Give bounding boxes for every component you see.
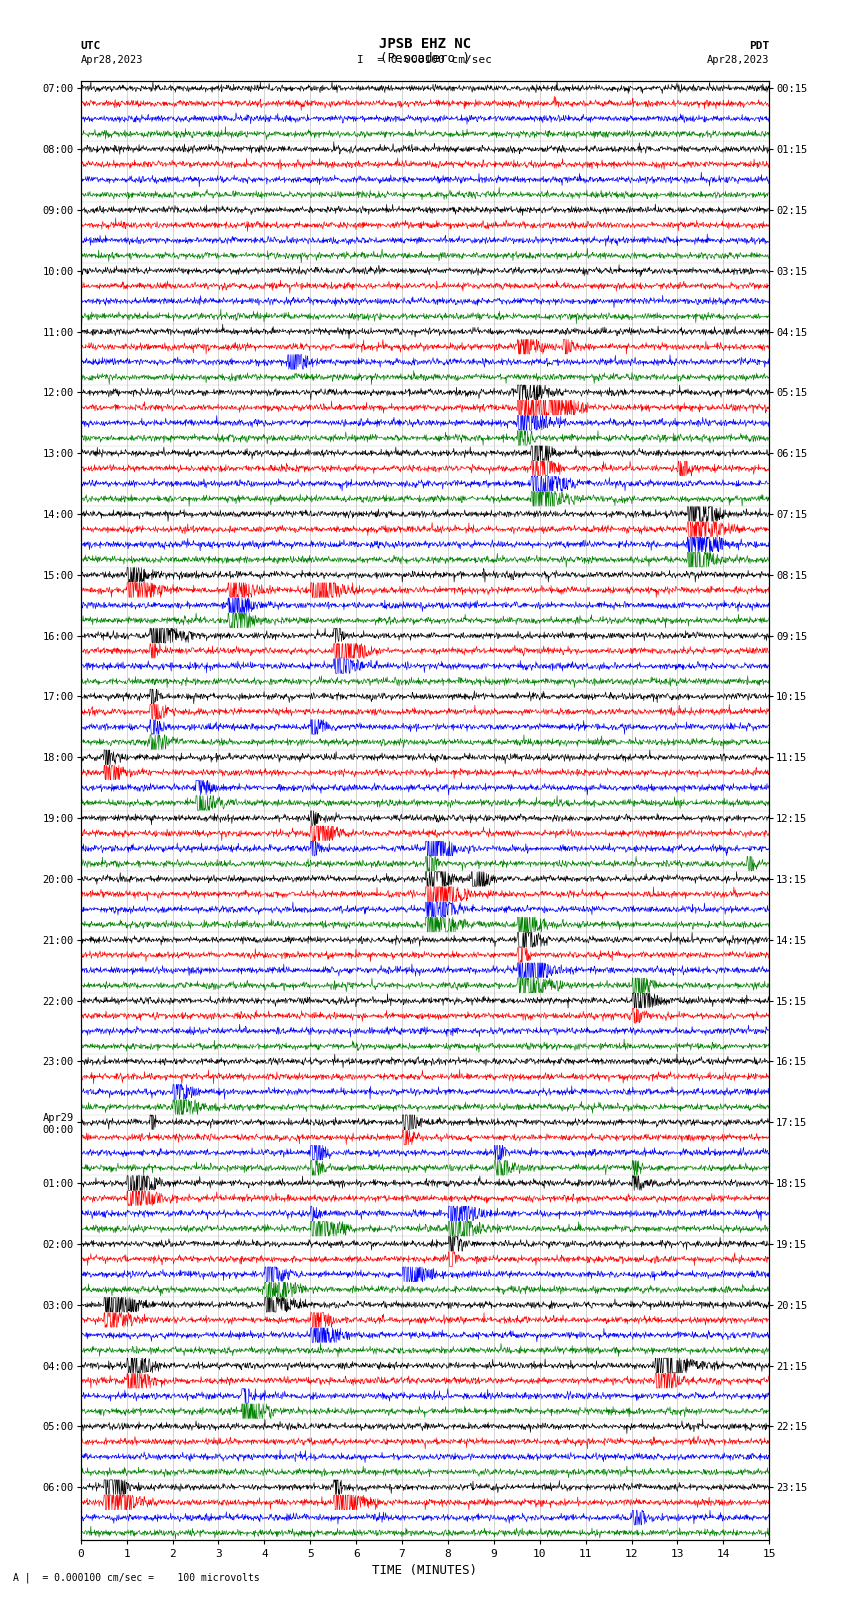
Text: A |  = 0.000100 cm/sec =    100 microvolts: A | = 0.000100 cm/sec = 100 microvolts	[13, 1573, 259, 1582]
Text: Apr28,2023: Apr28,2023	[706, 55, 769, 65]
Text: UTC: UTC	[81, 40, 101, 50]
Text: (Pescadero ): (Pescadero )	[380, 52, 470, 65]
X-axis label: TIME (MINUTES): TIME (MINUTES)	[372, 1563, 478, 1576]
Text: I  = 0.000100 cm/sec: I = 0.000100 cm/sec	[357, 55, 492, 65]
Text: JPSB EHZ NC: JPSB EHZ NC	[379, 37, 471, 50]
Text: Apr28,2023: Apr28,2023	[81, 55, 144, 65]
Text: PDT: PDT	[749, 40, 769, 50]
